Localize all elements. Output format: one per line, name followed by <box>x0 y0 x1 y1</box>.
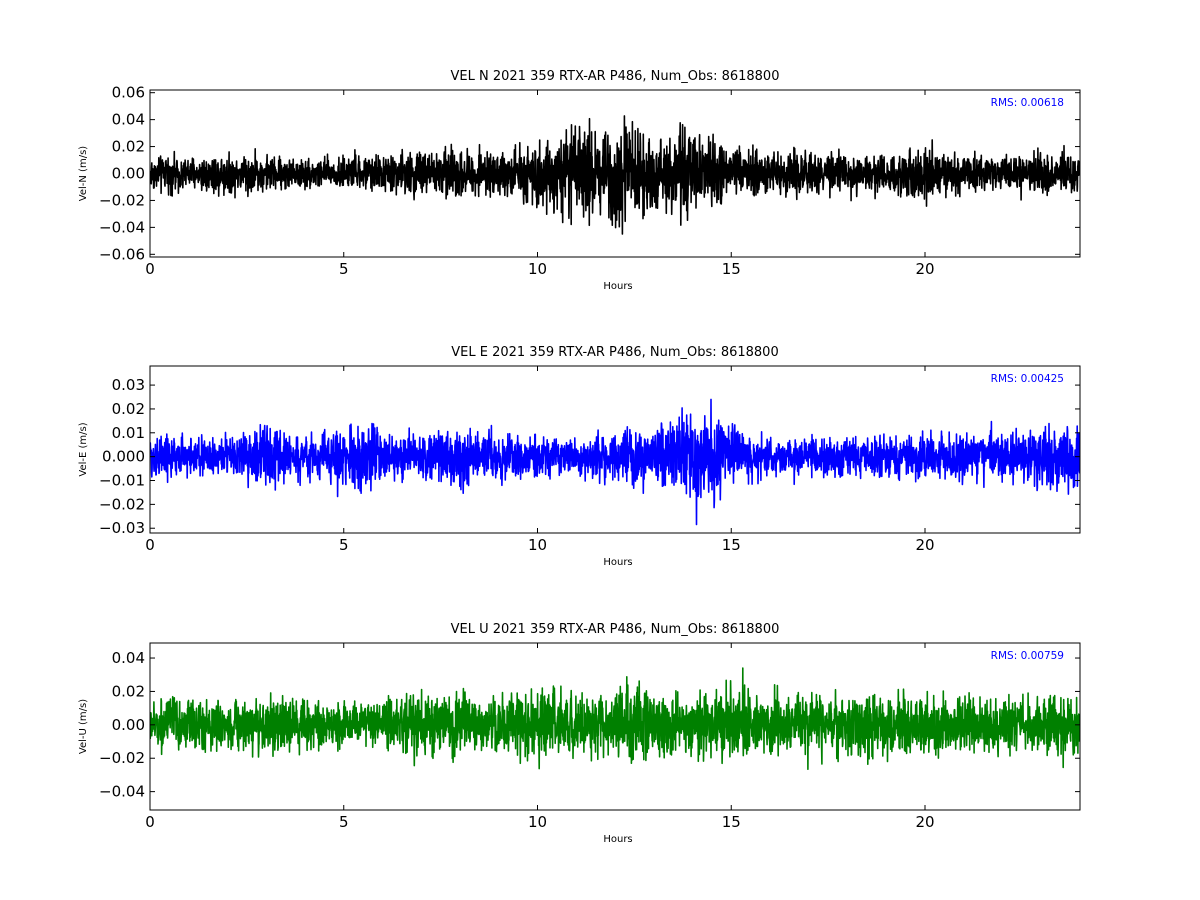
vel-u-axes-frame <box>149 642 1081 811</box>
vel-n-y-tick-label: 0.06 <box>112 84 145 102</box>
vel-n-y-tick-label: −0.04 <box>99 218 145 236</box>
vel-e-y-tick-label: 0.000 <box>102 448 145 466</box>
vel-n-x-axis-label: Hours <box>603 281 632 292</box>
vel-e-x-tick-label: 0 <box>145 536 155 554</box>
vel-e-series-line <box>150 398 1080 526</box>
vel-n-y-axis-label: Vel-N (m/s) <box>78 146 89 201</box>
vel-u-y-axis-label: Vel-U (m/s) <box>78 699 89 754</box>
vel-e-x-tick-label: 15 <box>722 536 741 554</box>
vel-n-title: VEL N 2021 359 RTX-AR P486, Num_Obs: 861… <box>451 69 780 84</box>
vel-e-y-tick-label: −0.01 <box>99 472 145 490</box>
vel-n-x-tick-label: 20 <box>915 260 934 278</box>
vel-e-y-tick-label: 0.02 <box>112 400 145 418</box>
vel-u-title: VEL U 2021 359 RTX-AR P486, Num_Obs: 861… <box>451 622 780 637</box>
vel-n-rms-annotation: RMS: 0.00618 <box>991 97 1064 109</box>
vel-e-axes-frame <box>149 365 1081 534</box>
vel-u-series-line <box>150 667 1080 771</box>
vel-n-y-tick-label: 0.00 <box>112 165 145 183</box>
vel-n-x-tick-label: 0 <box>145 260 155 278</box>
vel-e-rms-annotation: RMS: 0.00425 <box>991 373 1064 385</box>
vel-u-x-tick-label: 5 <box>339 813 349 831</box>
panel-vel-e: 0 5 10 15 20 −0.03 −0.02 −0.01 0.000 0.01 0.02 0.03… <box>78 345 1081 568</box>
vel-e-y-tick-label: −0.03 <box>99 519 145 537</box>
vel-e-y-tick-label: −0.02 <box>99 495 145 513</box>
vel-e-x-tick-label: 20 <box>915 536 934 554</box>
vel-e-y-tick-label: 0.01 <box>112 424 145 442</box>
vel-u-x-axis-label: Hours <box>603 834 632 845</box>
vel-n-y-tick-label: −0.06 <box>99 245 145 263</box>
vel-u-x-tick-label: 10 <box>528 813 547 831</box>
vel-u-x-tick-label: 20 <box>915 813 934 831</box>
vel-e-x-tick-label: 5 <box>339 536 349 554</box>
vel-n-x-tick-label: 5 <box>339 260 349 278</box>
vel-e-title: VEL E 2021 359 RTX-AR P486, Num_Obs: 861… <box>451 345 778 360</box>
vel-u-y-tick-label: −0.02 <box>99 749 145 767</box>
vel-n-x-tick-label: 10 <box>528 260 547 278</box>
vel-n-y-tick-label: 0.04 <box>112 111 145 129</box>
vel-u-y-tick-label: 0.00 <box>112 716 145 734</box>
vel-u-y-tick-label: 0.04 <box>112 649 145 667</box>
vel-e-x-tick-label: 10 <box>528 536 547 554</box>
vel-u-y-tick-label: −0.04 <box>99 783 145 801</box>
vel-e-y-axis-label: Vel-E (m/s) <box>78 422 89 476</box>
vel-n-x-tick-label: 15 <box>722 260 741 278</box>
vel-u-rms-annotation: RMS: 0.00759 <box>991 650 1064 662</box>
vel-u-y-tick-label: 0.02 <box>112 682 145 700</box>
vel-n-series-line <box>150 115 1080 235</box>
vel-n-y-tick-label: −0.02 <box>99 191 145 209</box>
panel-vel-n: 0 5 10 15 20 −0.06 −0.04 −0.02 0.00 0.02 0.04 0.06 V… <box>78 69 1081 292</box>
panel-vel-u: 0 5 10 15 20 −0.04 −0.02 0.00 0.02 0.04 VEL U 2021… <box>78 622 1081 845</box>
vel-u-x-tick-label: 15 <box>722 813 741 831</box>
vel-e-y-tick-label: 0.03 <box>112 376 145 394</box>
vel-e-x-axis-label: Hours <box>603 557 632 568</box>
vel-u-x-tick-label: 0 <box>145 813 155 831</box>
vel-n-y-tick-label: 0.02 <box>112 138 145 156</box>
